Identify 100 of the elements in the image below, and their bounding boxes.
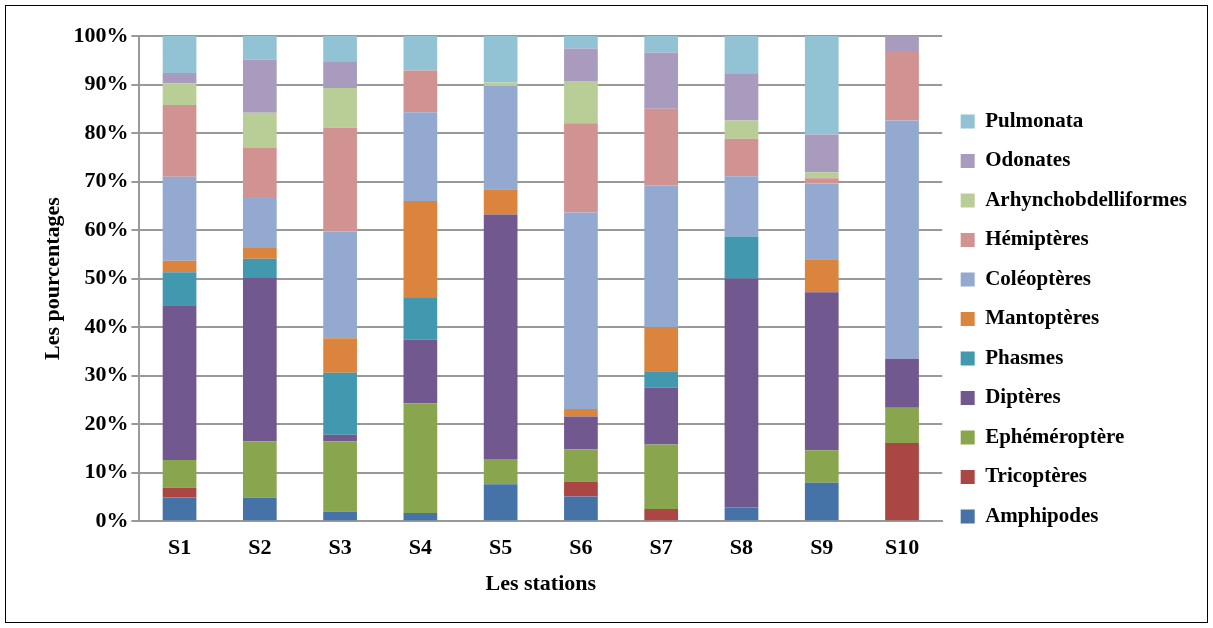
x-tick-label: S4 xyxy=(408,534,432,560)
bar xyxy=(885,36,919,52)
bar xyxy=(323,434,357,442)
y-axis-title: Les pourcentages xyxy=(38,196,64,360)
bar xyxy=(483,85,518,190)
bar xyxy=(323,338,357,373)
bar xyxy=(644,108,679,186)
bar xyxy=(804,482,839,521)
bar xyxy=(644,509,679,521)
bar xyxy=(885,120,919,359)
bar xyxy=(804,259,839,293)
y-tick-label: 70% xyxy=(84,167,129,193)
bar xyxy=(403,200,438,299)
bar xyxy=(564,449,598,482)
legend-label: Diptères xyxy=(985,384,1061,409)
y-tick-label: 50% xyxy=(84,264,129,290)
bar xyxy=(644,371,679,388)
bar xyxy=(242,258,277,279)
bar xyxy=(564,416,598,450)
bar xyxy=(644,185,679,328)
bar xyxy=(724,176,759,237)
bar xyxy=(644,52,679,109)
bar xyxy=(162,104,197,177)
y-tick-label: 80% xyxy=(84,118,129,144)
bar xyxy=(162,460,197,488)
bar xyxy=(242,112,277,149)
y-tick-label: 60% xyxy=(84,215,129,241)
x-tick-label: S9 xyxy=(810,534,834,560)
x-tick-label: S3 xyxy=(328,534,352,560)
bar xyxy=(403,70,438,113)
bar xyxy=(242,497,277,521)
bar xyxy=(724,278,759,508)
bar xyxy=(242,248,277,259)
bar xyxy=(242,148,277,198)
bar xyxy=(724,236,759,279)
bar xyxy=(564,409,598,417)
bar xyxy=(644,444,679,510)
y-tick-label: 40% xyxy=(84,312,129,338)
x-tick-label: S8 xyxy=(729,534,754,560)
bar xyxy=(403,403,438,513)
bar xyxy=(564,481,598,497)
bar xyxy=(804,178,839,184)
y-tick-label: 10% xyxy=(84,458,129,484)
bar xyxy=(242,36,277,60)
bar xyxy=(564,81,598,124)
bar xyxy=(162,36,197,73)
bar xyxy=(162,83,197,105)
bar xyxy=(323,372,357,435)
bar xyxy=(724,507,759,521)
y-tick-label: 20% xyxy=(84,409,129,435)
bar xyxy=(804,292,839,451)
bar xyxy=(162,497,197,521)
bar xyxy=(323,127,357,232)
bar xyxy=(804,172,839,179)
bar xyxy=(724,138,759,177)
x-tick-label: S7 xyxy=(649,534,673,560)
bar xyxy=(323,36,357,62)
legend-label: Pulmonata xyxy=(985,107,1084,132)
bar xyxy=(564,212,598,410)
bar xyxy=(162,272,197,306)
bar xyxy=(724,120,759,139)
x-axis-title: Les stations xyxy=(485,570,597,596)
y-tick-label: 90% xyxy=(84,70,129,96)
bar xyxy=(162,305,197,461)
y-tick-label: 30% xyxy=(84,361,129,387)
bar xyxy=(483,214,518,460)
bar xyxy=(162,176,197,261)
bar xyxy=(644,387,679,445)
bar xyxy=(242,197,277,249)
bar xyxy=(483,36,518,83)
legend-label: Odonates xyxy=(985,147,1071,172)
bar xyxy=(804,450,839,483)
bar xyxy=(804,183,839,260)
bar xyxy=(644,36,679,53)
bar xyxy=(242,59,277,113)
bar xyxy=(483,484,518,521)
bar xyxy=(885,358,919,408)
bar xyxy=(564,496,598,521)
bar xyxy=(483,459,518,485)
legend-label: Amphipodes xyxy=(985,502,1099,527)
bar xyxy=(162,487,197,498)
x-tick-label: S1 xyxy=(167,534,192,560)
bar xyxy=(162,72,197,84)
bar xyxy=(323,441,357,512)
bar xyxy=(242,278,277,442)
bar xyxy=(483,189,518,215)
bar xyxy=(323,61,357,88)
bar xyxy=(644,327,679,372)
bar xyxy=(403,36,438,71)
y-tick-label: 100% xyxy=(73,21,129,47)
legend-label: Tricoptères xyxy=(985,463,1088,488)
bar xyxy=(403,339,438,404)
bar xyxy=(242,441,277,498)
bar xyxy=(885,443,919,521)
bar xyxy=(804,134,839,173)
legend-label: Phasmes xyxy=(985,344,1064,369)
bar xyxy=(403,512,438,521)
bar xyxy=(564,48,598,82)
bar xyxy=(885,51,919,121)
bar xyxy=(323,87,357,128)
